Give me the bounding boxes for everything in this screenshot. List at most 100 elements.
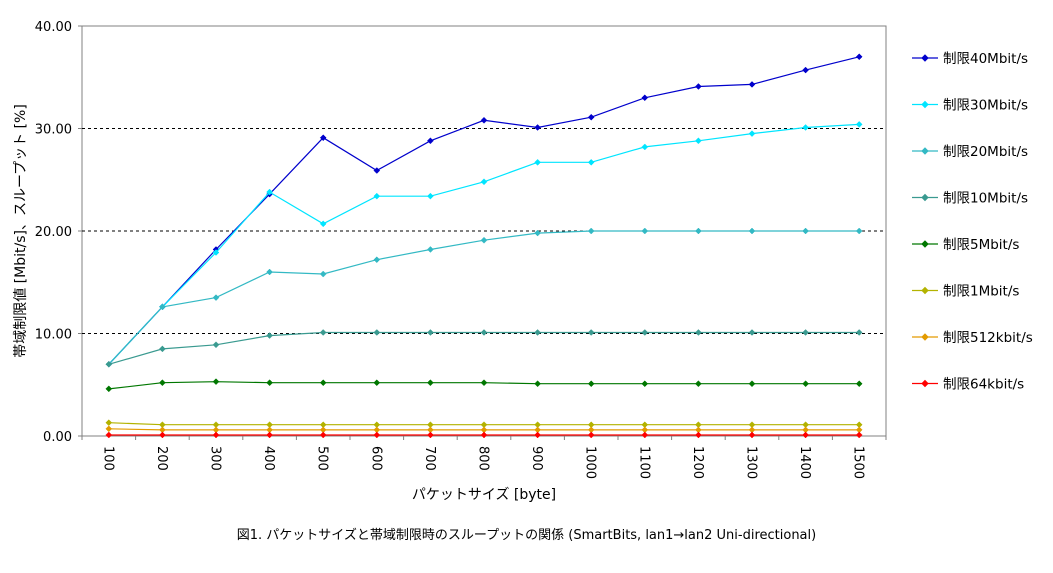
x-tick-label: 800 — [475, 446, 490, 471]
data-point — [159, 303, 166, 311]
legend-label: 制限30Mbit/s — [943, 98, 1028, 114]
data-point — [641, 329, 649, 336]
legend-item: 制限64kbit/s — [912, 377, 1024, 393]
legend-item: 制限5Mbit/s — [912, 237, 1019, 253]
data-point — [159, 431, 166, 439]
data-point — [748, 329, 756, 336]
data-point — [427, 192, 434, 200]
data-point — [748, 227, 756, 235]
legend-label: 制限5Mbit/s — [943, 237, 1019, 253]
data-point — [105, 431, 113, 439]
x-tick-label: 1300 — [743, 446, 758, 479]
data-point — [373, 379, 381, 387]
data-point — [534, 329, 541, 336]
data-point — [373, 192, 381, 200]
throughput-chart: 0.00 10.00 20.00 30.00 40.00 100 200 300 400 500… — [13, 20, 1033, 503]
data-point — [802, 431, 809, 439]
data-point — [373, 329, 381, 336]
data-point — [534, 229, 541, 237]
data-point — [534, 431, 541, 439]
x-tick-label: 500 — [315, 446, 330, 471]
data-point — [266, 268, 273, 276]
series-3 — [105, 329, 863, 368]
data-point — [802, 380, 809, 388]
data-point — [266, 431, 273, 439]
legend-marker — [921, 333, 929, 341]
x-axis-ticks: 100 200 300 400 500 600 700 800 900 1000 1100 1200 1… — [81, 436, 887, 479]
data-point — [695, 380, 702, 388]
series-2 — [105, 227, 863, 368]
legend-label: 制限10Mbit/s — [943, 191, 1028, 207]
data-point — [587, 158, 595, 166]
legend-label: 制限40Mbit/s — [943, 51, 1028, 67]
legend-marker — [921, 240, 929, 248]
data-point — [587, 431, 595, 439]
data-point — [319, 134, 327, 142]
data-point — [641, 431, 649, 439]
figure-caption: 図1. パケットサイズと帯域制限時のスループットの関係 (SmartBits, … — [236, 528, 817, 543]
data-point — [373, 256, 381, 264]
legend-marker — [921, 193, 929, 202]
series-7 — [105, 431, 863, 439]
data-point — [480, 236, 488, 244]
legend-item: 制限40Mbit/s — [912, 51, 1028, 67]
data-point — [748, 81, 756, 88]
x-tick-label: 600 — [368, 446, 383, 471]
y-tick-label: 30.00 — [35, 123, 72, 138]
data-point — [641, 227, 649, 235]
data-point — [319, 379, 327, 387]
data-point — [802, 329, 809, 336]
x-tick-label: 100 — [100, 446, 115, 471]
data-point — [480, 379, 488, 387]
data-point — [855, 329, 863, 336]
data-point — [641, 94, 649, 102]
data-point — [480, 116, 488, 124]
data-point — [855, 53, 863, 61]
data-point — [802, 66, 809, 74]
data-point — [534, 124, 541, 131]
data-point — [534, 380, 541, 388]
data-point — [641, 143, 649, 151]
x-axis-title: パケットサイズ [byte] — [412, 487, 556, 503]
legend-marker — [921, 54, 929, 62]
legend-label: 制限1Mbit/s — [943, 284, 1019, 300]
legend-marker — [921, 286, 929, 295]
data-point — [427, 246, 434, 253]
data-point — [427, 137, 434, 145]
x-tick-label: 900 — [529, 446, 544, 471]
data-point — [587, 227, 595, 235]
legend-item: 制限512kbit/s — [912, 330, 1033, 346]
data-point — [105, 360, 113, 368]
legend-label: 制限64kbit/s — [943, 377, 1024, 393]
data-point — [373, 167, 381, 174]
data-point — [587, 329, 595, 336]
data-point — [212, 378, 220, 386]
data-point — [266, 332, 273, 339]
data-point — [319, 270, 327, 278]
legend-label: 制限512kbit/s — [943, 330, 1033, 346]
y-axis-ticks: 0.00 10.00 20.00 30.00 40.00 — [35, 20, 82, 445]
y-axis-title: 帯域制限値 [Mbit/s]、スループット [%] — [13, 104, 29, 358]
x-tick-label: 700 — [422, 446, 437, 471]
data-point — [212, 341, 220, 349]
legend-marker — [921, 147, 929, 155]
data-point — [480, 431, 488, 439]
data-point — [480, 329, 488, 336]
legend: 制限40Mbit/s 制限30Mbit/s 制限20Mbit/s 制限10Mbit/s… — [912, 51, 1033, 393]
series-5 — [105, 419, 863, 429]
data-point — [587, 380, 595, 388]
data-point — [373, 431, 381, 439]
data-point — [319, 220, 327, 228]
data-point — [855, 227, 863, 235]
data-point — [266, 379, 273, 387]
data-point — [427, 431, 434, 439]
x-tick-label: 300 — [207, 446, 222, 471]
series-4 — [105, 378, 863, 393]
legend-item: 制限30Mbit/s — [912, 98, 1028, 114]
data-point — [641, 380, 649, 388]
data-point — [855, 431, 863, 439]
data-point — [695, 431, 702, 439]
legend-label: 制限20Mbit/s — [943, 144, 1028, 160]
data-point — [748, 130, 756, 137]
data-point — [266, 188, 273, 196]
